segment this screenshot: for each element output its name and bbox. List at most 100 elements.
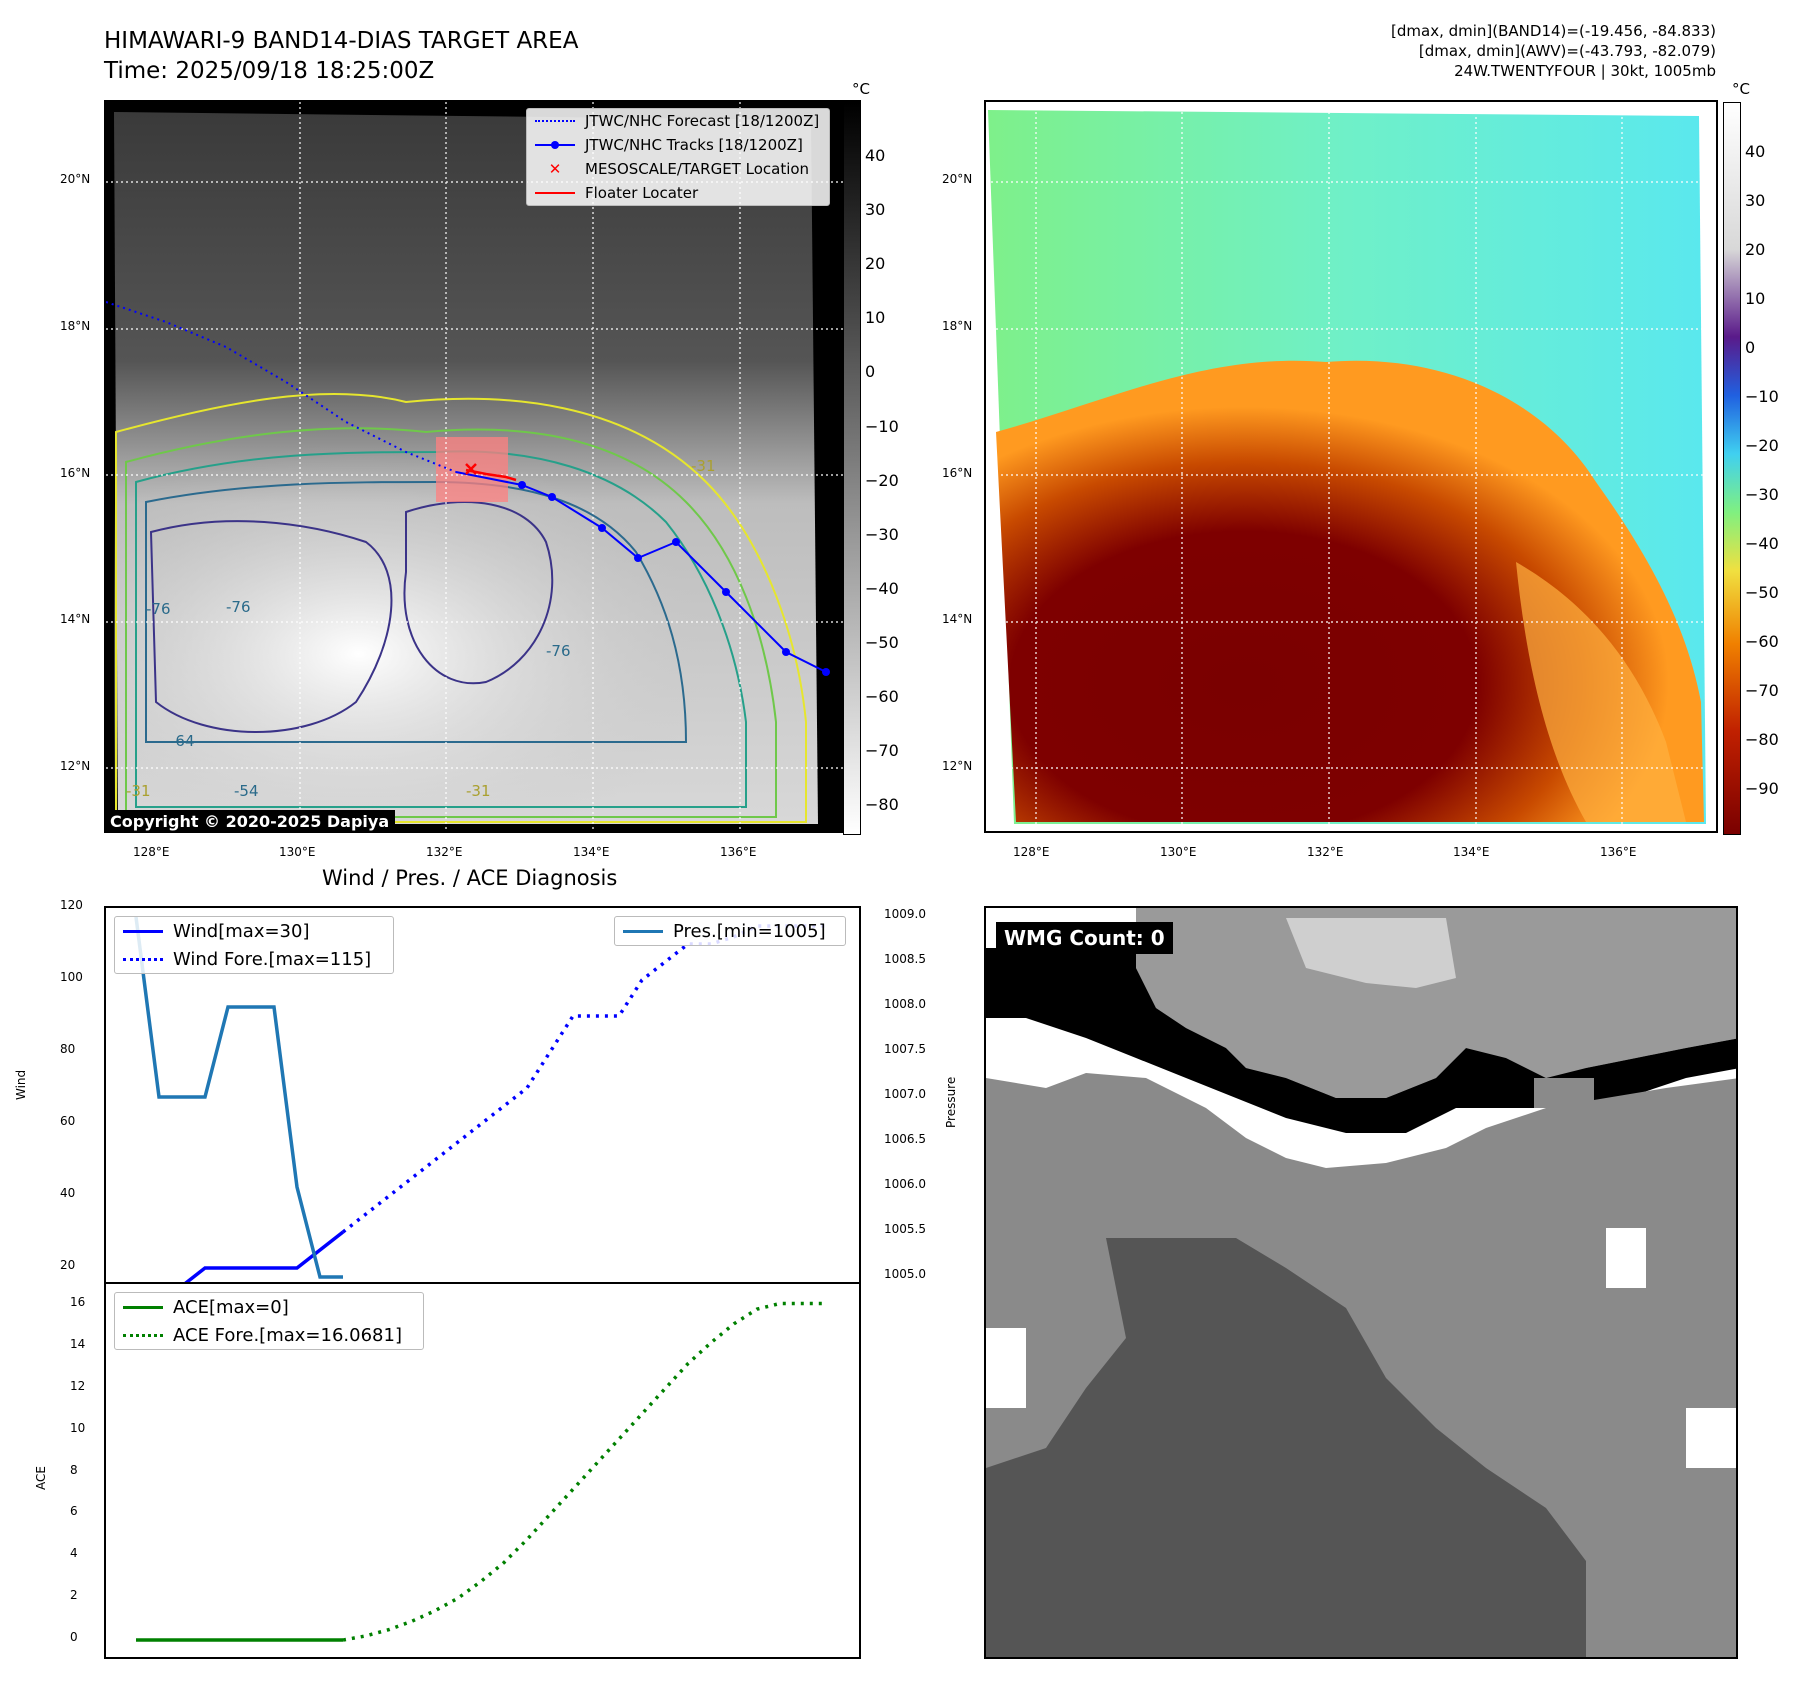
legend-swatch xyxy=(123,929,163,933)
awv-map-svg xyxy=(986,102,1716,831)
series-line-1 xyxy=(341,924,826,1234)
colorbar-awv xyxy=(1723,102,1741,835)
legend-label: Wind Fore.[max=115] xyxy=(173,948,372,970)
colorbar-tick-label: 40 xyxy=(865,146,886,165)
ir-map-svg xyxy=(106,102,859,831)
ace-tick-label: 14 xyxy=(70,1336,86,1351)
contour-label: -31 xyxy=(466,782,491,800)
colorbar-grayscale xyxy=(843,102,861,835)
legend-swatch xyxy=(123,957,163,961)
diag-title: Wind / Pres. / ACE Diagnosis xyxy=(322,866,618,890)
colorbar-tick-label: −10 xyxy=(1745,387,1779,406)
colorbar-tick-label: −50 xyxy=(865,632,899,652)
lat-label: 18°N xyxy=(60,319,91,333)
legend-item-ace-fore: ACE Fore.[max=16.0681] xyxy=(115,1321,423,1349)
lon-label: 134°E xyxy=(1453,845,1490,859)
forecast-track xyxy=(106,301,457,473)
lon-label: 130°E xyxy=(1160,845,1197,859)
x-mark-icon: ✕ xyxy=(548,160,562,178)
lon-label: 132°E xyxy=(1307,845,1344,859)
colorbar-tick-label: −50 xyxy=(1745,583,1779,602)
contour-label: -54 xyxy=(234,782,259,800)
legend-item-pres: Pres.[min=1005] xyxy=(615,917,845,945)
legend-swatch xyxy=(535,192,575,194)
ace-svg xyxy=(136,1301,826,1642)
colorbar-tick-label: −70 xyxy=(865,741,899,761)
ace-tick-label: 8 xyxy=(70,1462,78,1477)
legend-swatch xyxy=(123,1305,163,1309)
colorbar-tick-label: 30 xyxy=(865,200,886,220)
contour-label: -64 xyxy=(170,732,195,750)
lat-label: 12°N xyxy=(60,759,91,773)
map-legend: JTWC/NHC Forecast [18/1200Z] JTWC/NHC Tr… xyxy=(526,108,830,206)
pressure-tick-label: 1005.5 xyxy=(884,1222,926,1236)
lon-label: 136°E xyxy=(720,845,757,859)
wind-tick-label: 100 xyxy=(60,970,83,984)
ace-panel xyxy=(104,1282,861,1659)
pressure-tick-label: 1008.0 xyxy=(884,997,926,1011)
lon-label: 128°E xyxy=(133,845,170,859)
legend-swatch xyxy=(535,141,575,149)
copyright-label: Copyright © 2020-2025 Dapiya xyxy=(104,810,396,833)
colorbar-tick-label: 10 xyxy=(1745,289,1766,308)
stats-line-2: [dmax, dmin](AWV)=(-43.793, -82.079) xyxy=(1418,42,1716,60)
colorbar-tick-label: −30 xyxy=(1745,485,1779,504)
colorbar-tick-label: −80 xyxy=(1745,730,1779,749)
wmg-count-label: WMG Count: 0 xyxy=(996,922,1173,954)
awv-map-panel xyxy=(984,100,1718,833)
ace-tick-label: 12 xyxy=(70,1378,86,1393)
lon-label: 134°E xyxy=(573,845,610,859)
title-line-2: Time: 2025/09/18 18:25:00Z xyxy=(104,58,435,84)
colorbar-tick-label: 10 xyxy=(865,308,886,328)
lat-label: 16°N xyxy=(942,466,973,480)
colorbar-tick-label: −20 xyxy=(865,470,899,490)
ace-tick-label: 2 xyxy=(70,1588,78,1603)
lat-label: 16°N xyxy=(60,466,91,480)
lat-label: 14°N xyxy=(60,612,91,626)
pressure-tick-label: 1008.5 xyxy=(884,952,926,966)
colorbar-tick-label: −40 xyxy=(1745,534,1779,553)
ace-tick-label: 6 xyxy=(70,1504,78,1519)
wind-tick-label: 60 xyxy=(60,1114,76,1128)
stats-line-1: [dmax, dmin](BAND14)=(-19.456, -84.833) xyxy=(1391,22,1716,40)
colorbar-tick-label: −10 xyxy=(865,416,899,436)
legend-swatch xyxy=(535,120,575,122)
legend-item-wind: Wind[max=30] xyxy=(115,917,393,945)
colorbar-tick-label: 20 xyxy=(1745,240,1766,259)
contour-label: -76 xyxy=(146,600,171,618)
ace-tick-label: 0 xyxy=(70,1630,78,1645)
series-line-2 xyxy=(134,916,343,1279)
ace-tick-label: 16 xyxy=(70,1294,86,1309)
ace-legend: ACE[max=0] ACE Fore.[max=16.0681] xyxy=(114,1292,424,1350)
floater-locater-line xyxy=(465,468,517,482)
colorbar-unit: °C xyxy=(852,80,870,98)
wind-legend: Wind[max=30] Wind Fore.[max=115] xyxy=(114,916,394,974)
legend-label: JTWC/NHC Tracks [18/1200Z] xyxy=(585,136,803,154)
lat-label: 20°N xyxy=(942,172,973,186)
legend-label: ACE[max=0] xyxy=(173,1296,289,1318)
lat-label: 20°N xyxy=(60,172,91,186)
colorbar-tick-label: 30 xyxy=(1745,191,1766,210)
series-line-0 xyxy=(184,1230,345,1282)
legend-item-floater: Floater Locater xyxy=(527,181,829,205)
pressure-tick-label: 1007.5 xyxy=(884,1042,926,1056)
lon-label: 136°E xyxy=(1600,845,1637,859)
lon-label: 130°E xyxy=(279,845,316,859)
ace-tick-label: 10 xyxy=(70,1420,86,1435)
wind-tick-label: 80 xyxy=(60,1042,76,1056)
lon-label: 128°E xyxy=(1013,845,1050,859)
colorbar-tick-label: −30 xyxy=(865,524,899,544)
wind-pres-svg xyxy=(134,916,826,1282)
colorbar-tick-label: −70 xyxy=(1745,681,1779,700)
colorbar-tick-label: −60 xyxy=(865,687,899,706)
target-marker xyxy=(465,463,477,475)
colorbar-tick-label: 0 xyxy=(1745,338,1756,357)
pressure-tick-label: 1009.0 xyxy=(884,907,926,921)
pressure-tick-label: 1006.0 xyxy=(884,1177,926,1191)
legend-swatch xyxy=(123,1333,163,1337)
pressure-tick-label: 1007.0 xyxy=(884,1087,926,1101)
pressure-tick-label: 1006.5 xyxy=(884,1132,926,1146)
colorbar-unit: °C xyxy=(1732,80,1750,98)
lat-label: 12°N xyxy=(942,759,973,773)
pressure-tick-label: 1005.0 xyxy=(884,1267,926,1281)
